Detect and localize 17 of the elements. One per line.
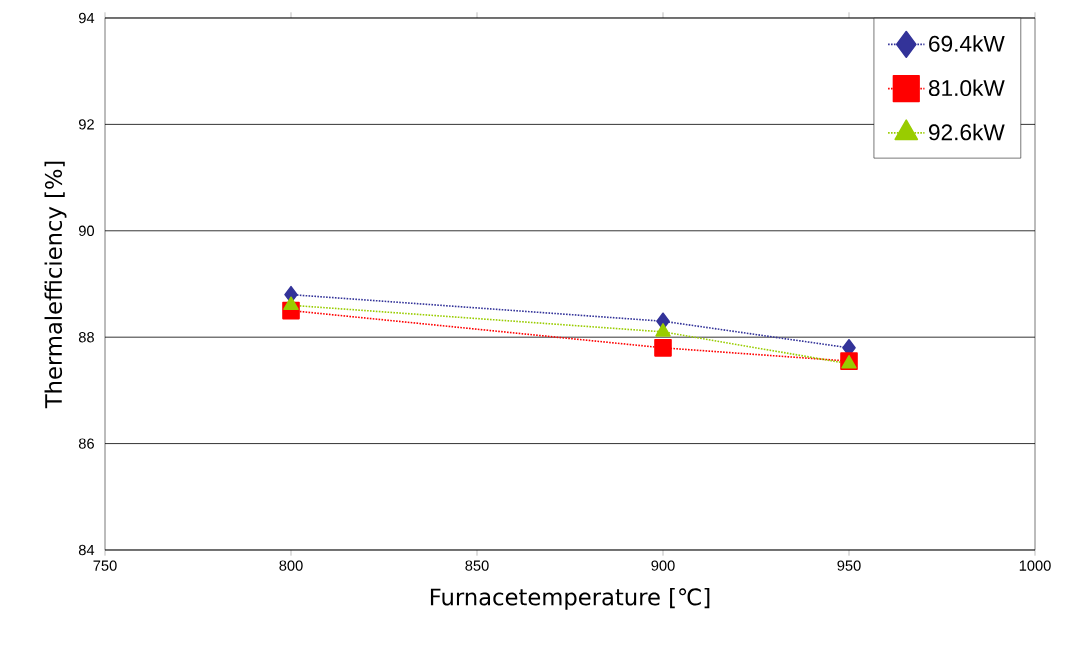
x-tick-label: 850 xyxy=(465,560,489,571)
y-tick-label: 88 xyxy=(78,332,94,343)
legend-label: 92.6kW xyxy=(929,123,1005,141)
y-tick-label: 84 xyxy=(78,544,95,556)
x-tick-label: 900 xyxy=(651,560,675,571)
legend-label: 69.4kW xyxy=(929,35,1005,52)
y-tick-label: 86 xyxy=(78,438,94,449)
x-tick-label: 800 xyxy=(279,560,303,571)
y-axis-title: Thermalefficiency [%] xyxy=(44,161,67,409)
y-tick-label: 92 xyxy=(78,119,94,130)
x-axis-title: Furnacetemperature [℃] xyxy=(430,587,710,610)
y-tick-label: 94 xyxy=(78,12,95,24)
y-tick-label: 90 xyxy=(78,225,95,236)
x-tick-label: 1000 xyxy=(1019,560,1051,571)
x-tick-label: 950 xyxy=(837,560,861,571)
legend-label: 81.0kW xyxy=(928,79,1005,97)
x-tick-label: 750 xyxy=(93,560,117,571)
